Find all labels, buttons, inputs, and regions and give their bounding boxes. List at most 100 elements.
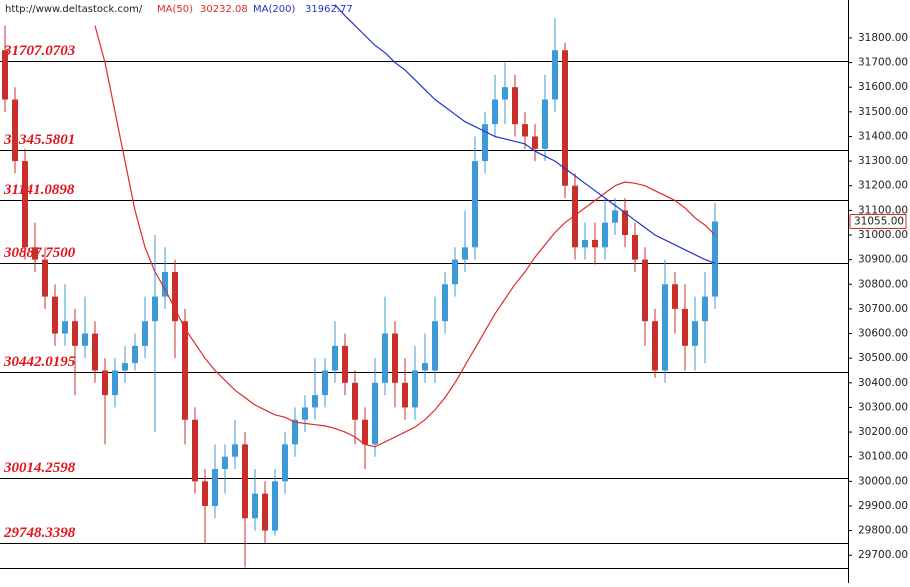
y-tick-label: 31800.00 <box>858 32 908 44</box>
candle-body <box>52 296 58 334</box>
candle-body <box>632 234 638 260</box>
candle-body <box>542 99 548 149</box>
candle-body <box>362 419 368 445</box>
candle-body <box>312 395 318 408</box>
y-tick-label: 31400.00 <box>858 130 908 142</box>
legend-value: 31962.77 <box>305 4 353 15</box>
candle-body <box>552 50 558 100</box>
candle-body <box>162 271 168 297</box>
candle-body <box>172 271 178 322</box>
candle-body <box>642 259 648 322</box>
candle-body <box>682 308 688 346</box>
candle-body <box>112 370 118 396</box>
candle-body <box>482 124 488 162</box>
candle-body <box>462 247 468 260</box>
y-tick-label: 30600.00 <box>858 328 908 340</box>
y-tick-label: 31600.00 <box>858 81 908 93</box>
legend-name: MA(50) <box>157 4 193 15</box>
candle-body <box>82 333 88 346</box>
candle-body <box>102 370 108 396</box>
candle-body <box>432 321 438 371</box>
candle-body <box>272 481 278 531</box>
y-tick-label: 30000.00 <box>858 475 908 487</box>
candle-body <box>382 333 388 383</box>
candle-body <box>712 221 718 297</box>
candle-body <box>452 259 458 285</box>
candle-body <box>522 124 528 137</box>
candle-body <box>352 382 358 420</box>
y-tick-label: 31200.00 <box>858 180 908 192</box>
candle-body <box>562 50 568 186</box>
candle-body <box>622 210 628 235</box>
level-label: 31141.0898 <box>3 182 75 198</box>
y-tick-label: 30900.00 <box>858 254 908 266</box>
candle-body <box>2 50 8 100</box>
y-tick-label: 29800.00 <box>858 525 908 537</box>
candle-body <box>242 444 248 519</box>
candle-body <box>442 284 448 322</box>
candle-body <box>182 321 188 420</box>
candle-body <box>222 456 228 470</box>
y-tick-label: 30300.00 <box>858 401 908 413</box>
level-label: 30442.0195 <box>3 354 76 370</box>
candle-body <box>372 382 378 445</box>
candle-body <box>662 284 668 371</box>
level-label: 31345.5801 <box>3 132 75 148</box>
candle-body <box>582 239 588 248</box>
y-tick-label: 31000.00 <box>858 229 908 241</box>
y-tick-label: 29700.00 <box>858 549 908 561</box>
candle-body <box>62 321 68 334</box>
candle-body <box>692 321 698 346</box>
candle-body <box>42 259 48 297</box>
candle-body <box>422 363 428 371</box>
y-tick-label: 29900.00 <box>858 500 908 512</box>
y-tick-label: 30200.00 <box>858 426 908 438</box>
candle-body <box>412 370 418 408</box>
candle-body <box>602 222 608 248</box>
last-price-label: 31055.00 <box>854 215 904 227</box>
candle-body <box>672 284 678 309</box>
candle-body <box>402 382 408 408</box>
level-label: 29748.3398 <box>3 525 76 541</box>
candle-body <box>302 407 308 420</box>
legend-value: 30232.08 <box>200 4 248 15</box>
last-price-box <box>849 213 907 229</box>
candle-body <box>282 444 288 482</box>
candle-body <box>392 333 398 383</box>
y-tick-label: 30500.00 <box>858 352 908 364</box>
candle-body <box>652 321 658 371</box>
candle-body <box>332 345 338 371</box>
candle-body <box>192 419 198 482</box>
y-tick-label: 30100.00 <box>858 451 908 463</box>
candle-body <box>512 87 518 125</box>
level-label: 31707.0703 <box>3 43 76 59</box>
y-tick-label: 31700.00 <box>858 57 908 69</box>
candle-body <box>132 345 138 364</box>
candle-body <box>592 239 598 248</box>
candle-body <box>532 136 538 149</box>
candle-body <box>32 247 38 260</box>
candle-body <box>92 333 98 371</box>
moving-average-line <box>334 4 716 264</box>
candle-body <box>612 210 618 223</box>
candle-body <box>292 419 298 445</box>
candle-body <box>212 469 218 506</box>
y-tick-label: 30400.00 <box>858 377 908 389</box>
candle-body <box>22 161 28 248</box>
candle-body <box>492 99 498 125</box>
legend-name: MA(200) <box>253 4 295 15</box>
candle-body <box>252 493 258 519</box>
candle-body <box>12 99 18 162</box>
candle-body <box>152 296 158 322</box>
y-tick-label: 30800.00 <box>858 278 908 290</box>
moving-average-line <box>94 25 716 448</box>
candle-body <box>342 345 348 383</box>
candle-body <box>262 493 268 531</box>
candle-body <box>202 481 208 506</box>
candle-body <box>122 363 128 371</box>
candle-body <box>572 185 578 248</box>
candle-body <box>502 87 508 100</box>
candle-body <box>72 321 78 346</box>
candle-body <box>472 161 478 248</box>
